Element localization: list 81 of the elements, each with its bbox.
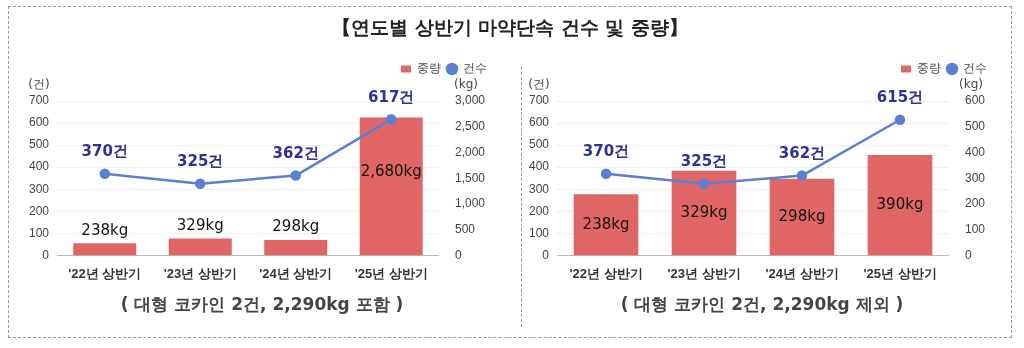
y-tick-label: 500 bbox=[528, 137, 550, 152]
x-tick-label: '22년 상반기 bbox=[569, 265, 643, 281]
y-tick-label: 500 bbox=[28, 137, 50, 152]
y2-tick-label: 500 bbox=[964, 119, 986, 134]
point bbox=[99, 168, 111, 180]
data-label: 370건 bbox=[81, 142, 128, 161]
bar bbox=[168, 238, 232, 256]
y-tick-label: 700 bbox=[28, 93, 50, 108]
y-tick-label: 300 bbox=[528, 181, 550, 196]
y2-axis-title: (kg) bbox=[959, 77, 983, 92]
bar bbox=[867, 155, 933, 256]
y2-tick-label: 2,500 bbox=[454, 119, 486, 134]
x-tick-label: '23년 상반기 bbox=[667, 265, 741, 281]
data-label: 329kg bbox=[176, 215, 224, 234]
point bbox=[894, 114, 906, 125]
y2-tick-label: 2,000 bbox=[454, 144, 486, 159]
x-tick-label: '23년 상반기 bbox=[163, 265, 237, 281]
data-label: 298kg bbox=[778, 206, 826, 225]
data-label: 615건 bbox=[876, 88, 924, 107]
y2-tick-label: 1,500 bbox=[454, 170, 486, 185]
text: ( 대형 코카인 2건, 2,290kg 제외 ) bbox=[619, 293, 905, 316]
y2-tick-label: 100 bbox=[964, 221, 986, 236]
y-tick-label: 600 bbox=[528, 115, 550, 130]
point bbox=[385, 114, 397, 125]
text: 【연도별 상반기 마약단속 건수 및 중량】 bbox=[330, 15, 690, 40]
y2-axis-title: (kg) bbox=[454, 77, 478, 92]
y-tick-label: 100 bbox=[28, 225, 50, 240]
point bbox=[290, 170, 301, 181]
data-label: 329kg bbox=[680, 202, 728, 221]
y-tick-label: 0 bbox=[42, 247, 50, 262]
y-tick-label: 100 bbox=[528, 225, 550, 240]
bar bbox=[573, 194, 639, 256]
legend-label: 중량 bbox=[917, 61, 941, 76]
bar bbox=[671, 170, 737, 256]
bar bbox=[359, 117, 423, 256]
data-label: 298kg bbox=[272, 217, 320, 236]
y-tick-label: 200 bbox=[528, 203, 550, 218]
x-tick-label: '25년 상반기 bbox=[863, 265, 937, 281]
y-tick-label: 700 bbox=[528, 93, 550, 108]
y-tick-label: 600 bbox=[28, 115, 50, 130]
y2-tick-label: 500 bbox=[454, 221, 476, 236]
x-tick-label: '25년 상반기 bbox=[354, 265, 428, 281]
data-label: 325건 bbox=[680, 152, 728, 171]
data-label: 390kg bbox=[876, 195, 924, 214]
data-label: 325건 bbox=[177, 152, 224, 171]
point bbox=[796, 170, 808, 181]
y2-tick-label: 400 bbox=[964, 144, 986, 159]
y-axis-title: (건) bbox=[528, 77, 550, 92]
point bbox=[195, 178, 206, 189]
y-tick-label: 300 bbox=[28, 181, 50, 196]
y2-tick-label: 3,000 bbox=[454, 93, 486, 108]
x-tick-label: '24년 상반기 bbox=[765, 265, 839, 281]
x-tick-label: '22년 상반기 bbox=[68, 265, 142, 281]
y2-tick-label: 0 bbox=[964, 247, 972, 262]
bar bbox=[264, 240, 328, 256]
y-tick-label: 400 bbox=[28, 159, 50, 174]
data-label: 2,680kg bbox=[360, 162, 422, 181]
y-tick-label: 200 bbox=[28, 203, 50, 218]
data-label: 238kg bbox=[582, 214, 630, 233]
data-label: 370건 bbox=[582, 142, 630, 161]
legend-label: 중량 bbox=[417, 61, 441, 76]
y-tick-label: 400 bbox=[528, 159, 550, 174]
y2-tick-label: 300 bbox=[964, 170, 986, 185]
data-label: 617건 bbox=[368, 87, 415, 106]
point bbox=[698, 178, 710, 189]
legend-label: 건수 bbox=[463, 61, 487, 76]
x-tick-label: '24년 상반기 bbox=[259, 265, 333, 281]
text: ( 대형 코카인 2건, 2,290kg 포함 ) bbox=[119, 293, 405, 316]
y2-tick-label: 600 bbox=[964, 93, 986, 108]
bar bbox=[73, 243, 137, 256]
y-tick-label: 0 bbox=[542, 247, 550, 262]
y2-tick-label: 1,000 bbox=[454, 196, 486, 211]
y2-tick-label: 0 bbox=[454, 247, 462, 262]
y2-tick-label: 200 bbox=[964, 196, 986, 211]
data-label: 238kg bbox=[81, 220, 129, 239]
data-label: 362건 bbox=[272, 143, 319, 162]
legend-label: 건수 bbox=[963, 61, 987, 76]
data-label: 362건 bbox=[778, 143, 826, 162]
bar bbox=[769, 178, 835, 256]
point bbox=[600, 168, 612, 180]
y-axis-title: (건) bbox=[28, 77, 50, 92]
